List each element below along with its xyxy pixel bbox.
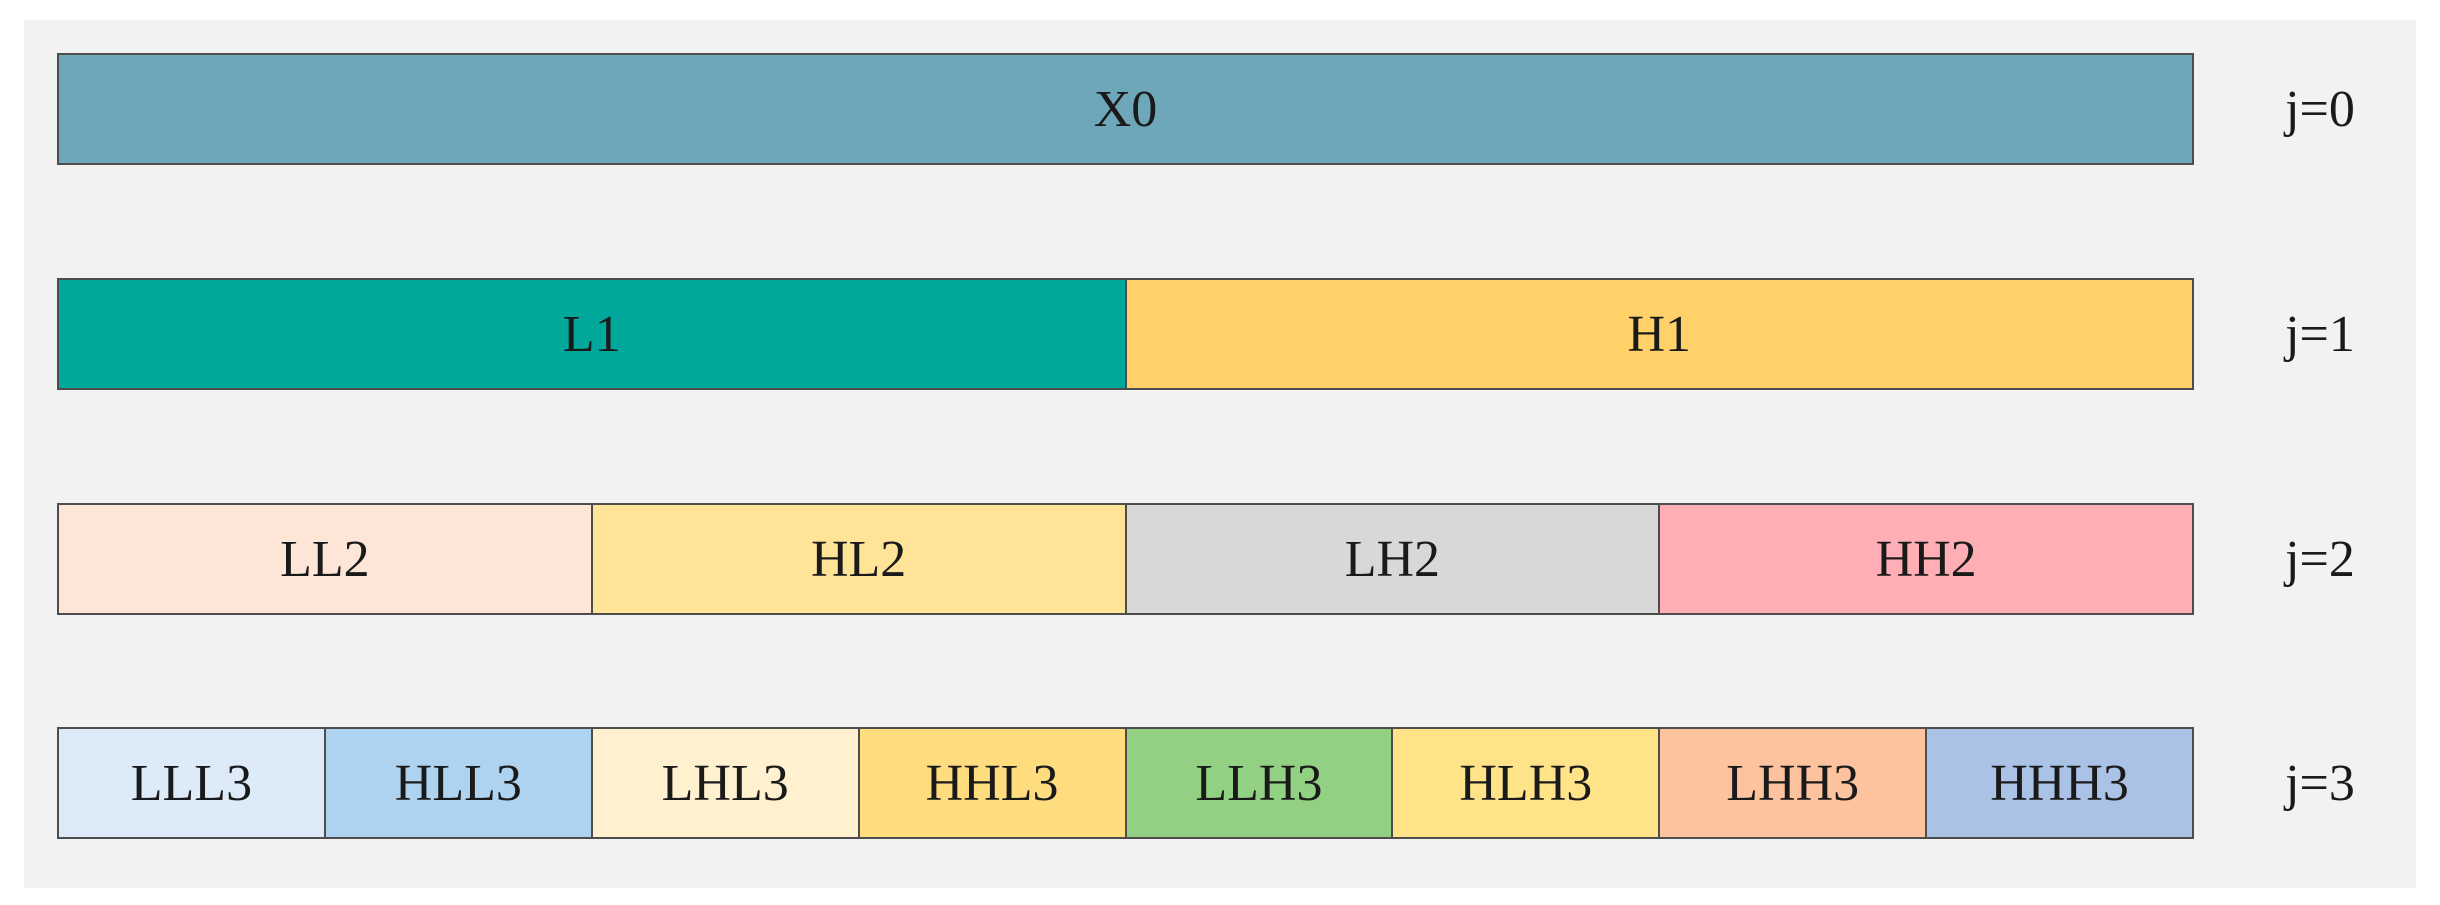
segment-lhh3: LHH3 bbox=[1658, 727, 1928, 839]
level-2-bar: LL2 HL2 LH2 HH2 bbox=[57, 503, 2194, 615]
segment-llh3: LLH3 bbox=[1124, 727, 1394, 839]
segment-lhl3: LHL3 bbox=[590, 727, 860, 839]
segment-hl2: HL2 bbox=[590, 503, 1127, 615]
level-2-label: j=2 bbox=[2285, 530, 2355, 588]
segment-h1: H1 bbox=[1124, 278, 2194, 390]
segment-lll3: LLL3 bbox=[57, 727, 326, 839]
level-3-bar: LLL3 HLL3 LHL3 HHL3 LLH3 HLH3 LHH3 HHH3 bbox=[57, 727, 2194, 839]
segment-ll2: LL2 bbox=[57, 503, 593, 615]
segment-lh2: LH2 bbox=[1124, 503, 1661, 615]
level-0-bar: X0 bbox=[57, 53, 2194, 165]
level-1-bar: L1 H1 bbox=[57, 278, 2194, 390]
level-3-label: j=3 bbox=[2285, 754, 2355, 812]
level-1-label: j=1 bbox=[2285, 305, 2355, 363]
segment-hlh3: HLH3 bbox=[1391, 727, 1661, 839]
segment-hhl3: HHL3 bbox=[857, 727, 1127, 839]
segment-hhh3: HHH3 bbox=[1925, 727, 2194, 839]
segment-x0: X0 bbox=[57, 53, 2194, 165]
segment-hh2: HH2 bbox=[1658, 503, 2194, 615]
segment-hll3: HLL3 bbox=[323, 727, 593, 839]
level-0-label: j=0 bbox=[2285, 80, 2355, 138]
segment-l1: L1 bbox=[57, 278, 1127, 390]
